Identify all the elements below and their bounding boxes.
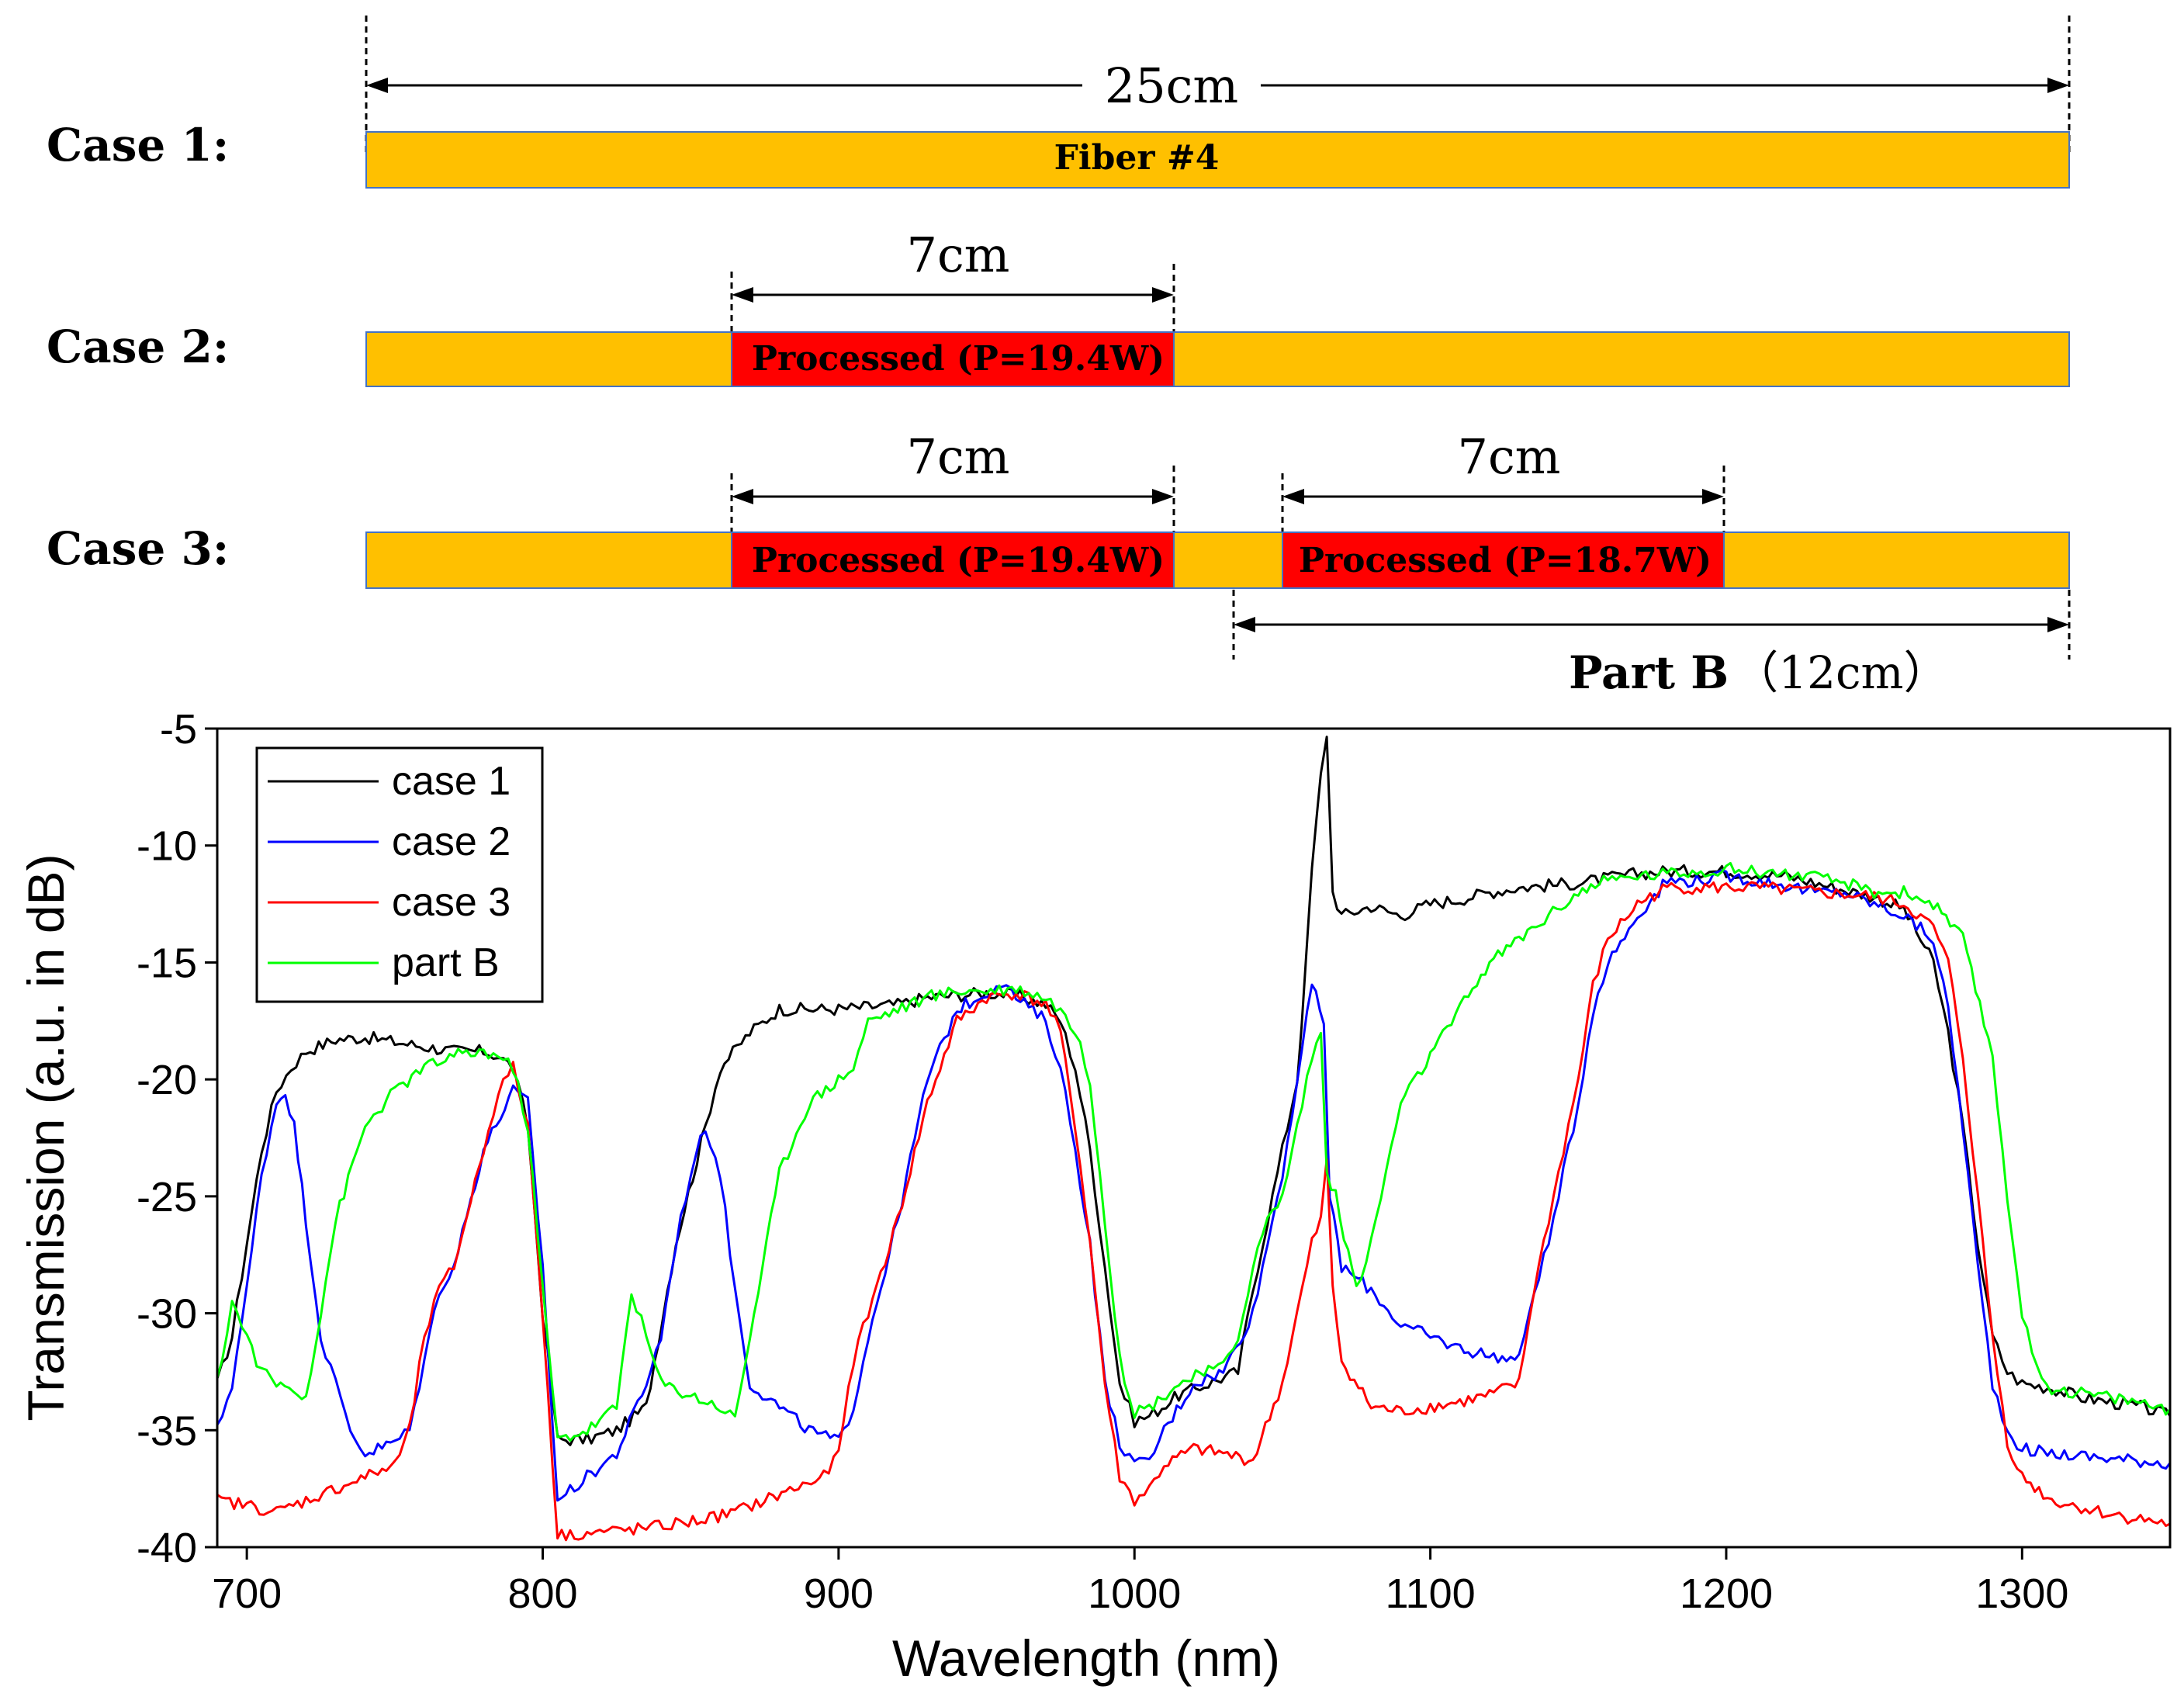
- dim-case3b-arrow-left: [1282, 489, 1304, 504]
- fiber-label: Fiber #4: [1054, 138, 1220, 178]
- legend: case 1 case 2 case 3 part B: [255, 746, 544, 1003]
- case2-processed-segment: [731, 331, 1175, 387]
- case3-processed-label-2: Processed (P=18.7W): [1299, 541, 1712, 580]
- legend-label-partb: part B: [392, 940, 500, 985]
- dim-case3b-label: 7cm: [1458, 428, 1561, 485]
- y-tick-label: -25: [137, 1174, 197, 1221]
- x-tick-label: 1100: [1386, 1570, 1476, 1617]
- dim-case2-label: 7cm: [907, 227, 1010, 283]
- y-axis-title: Transmission (a.u. in dB): [17, 854, 74, 1421]
- partb-label-bold: Part B: [1569, 646, 1729, 699]
- case2-label: Case 2:: [47, 320, 229, 373]
- dim-partb-arrow-left: [1234, 617, 1255, 632]
- plot-frame: [216, 727, 2172, 1549]
- x-tick-label: 900: [804, 1570, 874, 1617]
- x-tick-label: 1300: [1975, 1570, 2068, 1617]
- legend-label-case1: case 1: [392, 759, 511, 804]
- dim-case3a-arrow-right: [1152, 489, 1174, 504]
- y-tick-label: -15: [137, 940, 197, 986]
- axis-ticks: 700 800 900 1000 1100 1200 1300 -5 -10 -15 -20 -25 -…: [137, 706, 2068, 1617]
- case3-processed-segment-2: [1282, 531, 1725, 589]
- legend-box: [255, 746, 544, 1003]
- case3-label: Case 3:: [47, 522, 229, 575]
- x-tick-label: 1200: [1680, 1570, 1773, 1617]
- series-layer: [217, 736, 2170, 1542]
- case3-processed-segment-1: [731, 531, 1175, 589]
- case1-fiber: [365, 131, 2070, 189]
- y-tick-label: -40: [137, 1525, 197, 1571]
- x-tick-label: 700: [212, 1570, 282, 1617]
- dim-case3a-label: 7cm: [907, 428, 1010, 485]
- fiber-diagram: Case 1: Case 2: Case 3: 25cm Fiber #4 7c…: [47, 16, 2071, 699]
- x-tick-label: 800: [507, 1570, 577, 1617]
- case2-processed-label: Processed (P=19.4W): [752, 339, 1165, 379]
- case3-fiber: [365, 531, 2070, 589]
- dim-case2-arrow-right: [1152, 287, 1174, 303]
- dim-case3b-arrow-right: [1702, 489, 1724, 504]
- dim-25cm-arrow-left: [366, 78, 388, 93]
- dim-case2-arrow-left: [732, 287, 753, 303]
- partb-label-length: （12cm）: [1733, 646, 1948, 699]
- series-line-part-B: [217, 861, 2170, 1442]
- y-tick-label: -35: [137, 1407, 197, 1454]
- legend-label-case2: case 2: [392, 819, 511, 864]
- x-tick-label: 1000: [1088, 1570, 1181, 1617]
- case2-fiber: [365, 331, 2070, 387]
- dim-partb-arrow-right: [2047, 617, 2069, 632]
- case1-label: Case 1:: [47, 119, 229, 171]
- y-tick-label: -10: [137, 823, 197, 870]
- dim-25cm-label: 25cm: [1105, 57, 1238, 114]
- partb-label: Part B （12cm）: [1569, 646, 1949, 699]
- legend-label-case3: case 3: [392, 880, 511, 925]
- dim-25cm-arrow-right: [2047, 78, 2069, 93]
- x-axis-title: Wavelength (nm): [892, 1629, 1280, 1687]
- y-tick-label: -5: [160, 706, 197, 753]
- transmission-chart: 700 800 900 1000 1100 1200 1300 -5 -10 -15 -20 -25 -…: [17, 706, 2172, 1687]
- y-tick-label: -30: [137, 1291, 197, 1338]
- series-line-case-3: [217, 881, 2170, 1542]
- dim-case3a-arrow-left: [732, 489, 753, 504]
- case3-processed-label-1: Processed (P=19.4W): [752, 541, 1165, 580]
- y-tick-label: -20: [137, 1057, 197, 1103]
